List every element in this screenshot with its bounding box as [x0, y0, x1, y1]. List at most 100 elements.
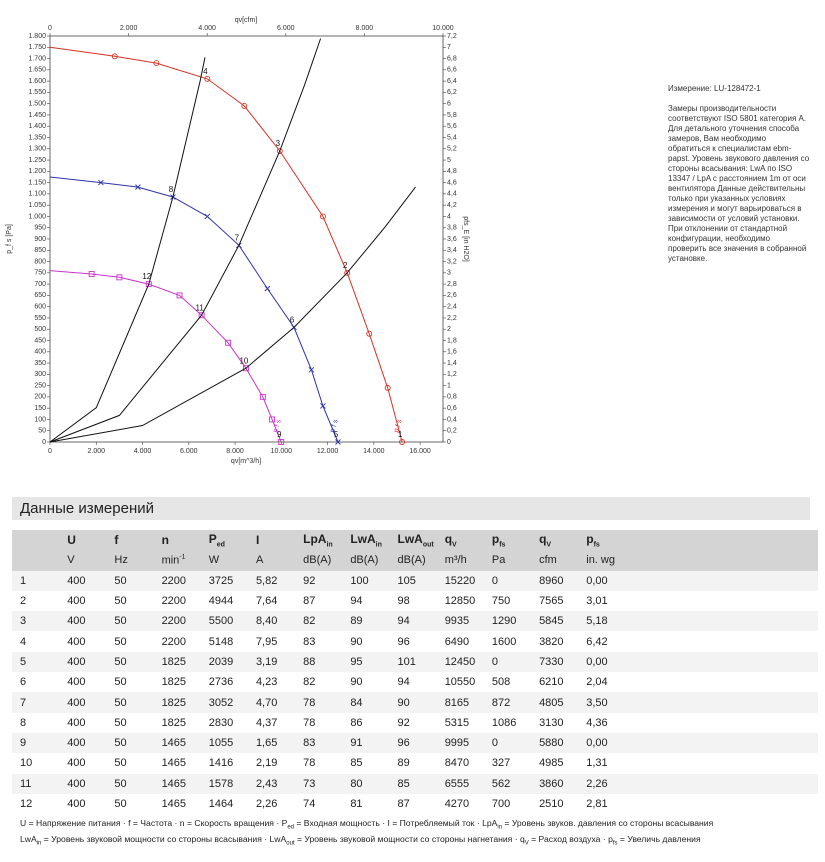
marker — [98, 179, 104, 186]
table-cell: 2039 — [200, 651, 248, 673]
header-text: fs — [593, 541, 600, 549]
table-cell: 94 — [389, 611, 437, 632]
y2-tick-label: 6,2 — [447, 89, 457, 96]
y2-tick-label: 1,8 — [447, 337, 457, 344]
header-text: V — [67, 554, 75, 567]
table-cell: 1,31 — [586, 757, 608, 770]
y-tick-label: 550 — [34, 315, 46, 322]
marker — [225, 339, 232, 346]
header-text: p — [491, 531, 500, 546]
chart: p_f s [Pa] pfs_E [in H2O] qv[m^3/h] qv[c… — [6, 17, 469, 465]
footnote-text: = Увеличь давления — [617, 834, 701, 844]
table-cell: 86 — [350, 716, 363, 729]
system-curve — [49, 186, 416, 443]
marker — [116, 274, 123, 281]
y2-tick-label: 0,4 — [447, 416, 457, 423]
y-tick-label: 1.650 — [28, 67, 46, 74]
table-cell: 50 — [114, 635, 127, 648]
table-cell: 90 — [350, 635, 363, 648]
header-cell: f — [106, 530, 154, 551]
table-cell: 8470 — [444, 757, 470, 770]
table-cell: 90 — [350, 676, 363, 689]
y2-tick-label: 1,6 — [447, 349, 457, 356]
y-tick-label: 800 — [34, 258, 46, 265]
header-text: V — [546, 541, 552, 549]
header-text: Pa — [491, 554, 506, 567]
marker — [242, 365, 249, 372]
system-curve — [49, 38, 322, 443]
table-cell: 85 — [350, 757, 363, 770]
series-label: p f s — [329, 418, 340, 433]
table-cell: 12850 — [444, 595, 476, 608]
table-cell: 8,40 — [247, 611, 296, 632]
x-tick-label: 4.000 — [134, 448, 152, 455]
footnote-text: = Уровень звуков. давления со стороны вс… — [502, 818, 714, 828]
table-cell: 91 — [342, 732, 390, 754]
y-axis-label: p_f s [Pa] — [6, 224, 13, 254]
header-text: I — [255, 533, 260, 548]
table-cell: 105 — [389, 570, 437, 591]
table-cell: 3,50 — [578, 692, 818, 713]
table-cell: 400 — [67, 716, 86, 729]
table-cell: 400 — [59, 732, 107, 754]
notes-text: Замеры производительности соответствуют … — [668, 104, 810, 263]
table-cell: 2200 — [153, 570, 201, 591]
y2-tick-label: 6 — [447, 101, 451, 108]
footnote-text: = Уровень звуковой мощности со стороны н… — [294, 834, 525, 844]
y-tick-label: 600 — [34, 304, 46, 311]
y-tick-label: 1.500 — [28, 101, 46, 108]
header-cell: LwAin — [342, 530, 390, 551]
table-cell: 4,36 — [586, 716, 608, 729]
marker — [153, 60, 160, 67]
marker — [111, 53, 118, 60]
y2-tick-label: 2,4 — [447, 304, 457, 311]
header-text: dB(A) — [303, 554, 332, 567]
marker — [135, 184, 141, 190]
y-tick-label: 1.200 — [28, 168, 46, 175]
table-cell: 400 — [59, 692, 107, 713]
footnote-text: in — [497, 824, 503, 831]
header-cell: V — [59, 550, 107, 571]
header-cell: U — [59, 530, 107, 551]
table-cell: 78 — [303, 716, 316, 729]
header-cell: I — [247, 530, 296, 551]
header-text: f — [114, 533, 119, 548]
y-tick-label: 1.350 — [28, 134, 46, 141]
header-text: in. wg — [586, 554, 615, 567]
table-cell: 94 — [350, 595, 363, 608]
table-cell: 5148 — [208, 635, 234, 648]
header-text: q — [539, 531, 547, 546]
y-tick-label: 450 — [34, 337, 46, 344]
measurement-id: Измерение: LU-128472-1 — [668, 84, 761, 93]
table-cell: 1,65 — [247, 732, 296, 754]
table-cell: 1464 — [208, 798, 234, 810]
table-cell: 6,42 — [586, 635, 608, 648]
table-cell: 3725 — [200, 570, 248, 591]
table-cell: 0 — [483, 651, 532, 673]
table-cell: 78 — [295, 692, 343, 713]
y-tick-label: 1.700 — [28, 55, 46, 62]
marker — [366, 330, 373, 337]
footnote-text: LwA — [20, 834, 37, 844]
fan-curve — [49, 46, 403, 443]
table-cell: 1 — [12, 570, 60, 591]
point-label: 1 — [398, 430, 403, 439]
header-cell: LwAout — [389, 530, 437, 551]
x2-tick-label: 8.000 — [356, 25, 374, 32]
table-cell: 4,23 — [255, 676, 278, 689]
table-row: 11 400 50 1465 1578 2,43 73 80 85 6555 562 3860 2,26 — [12, 773, 818, 794]
y2-tick-label: 0 — [447, 439, 451, 446]
table-cell: 74 — [303, 798, 316, 810]
y2-tick-label: 0,6 — [447, 405, 457, 412]
table-cell: 9935 — [436, 611, 484, 632]
point-label: 3 — [276, 139, 281, 148]
table-cell: 78 — [303, 757, 316, 770]
y-tick-label: 700 — [34, 281, 46, 288]
y-tick-label: 100 — [34, 416, 46, 423]
header-cell: A — [247, 550, 296, 571]
table-cell: 5845 — [531, 611, 579, 632]
table-cell: 1465 — [153, 732, 201, 754]
point-label: 5 — [334, 430, 339, 439]
table-cell: 89 — [397, 757, 410, 770]
